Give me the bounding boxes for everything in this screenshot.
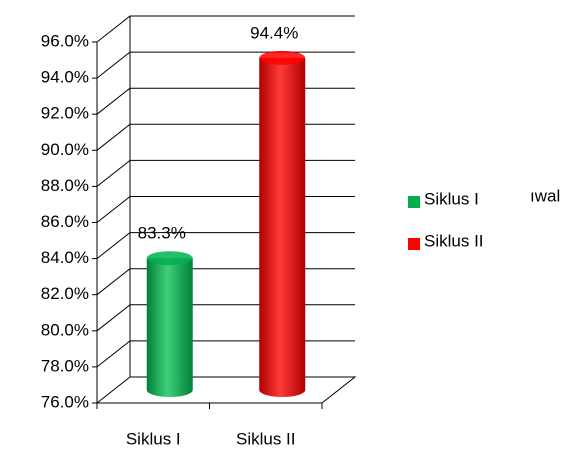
grid-line xyxy=(96,340,355,368)
grid-line xyxy=(96,196,355,223)
y-tick-label: 90.0% xyxy=(41,140,89,159)
y-tick-label: 82.0% xyxy=(41,284,89,303)
legend-label: Siklus II xyxy=(424,231,484,250)
y-tick-label: 96.0% xyxy=(41,31,89,50)
grid-line xyxy=(96,159,355,187)
grid-line xyxy=(96,304,355,332)
x-tick-label: Siklus II xyxy=(236,429,296,448)
bar-part xyxy=(146,258,193,397)
grid-line xyxy=(96,268,355,296)
bar xyxy=(146,251,193,397)
y-tick-label: 76.0% xyxy=(41,392,89,411)
grid-line xyxy=(96,15,355,43)
y-tick-label: 94.0% xyxy=(41,68,89,87)
legend-label: Siklus I xyxy=(424,189,479,208)
data-label: 83.3% xyxy=(138,224,186,243)
legend-swatch xyxy=(408,238,420,250)
grid-line xyxy=(96,376,355,404)
y-tick-label: 80.0% xyxy=(41,320,89,339)
grid-line xyxy=(96,232,355,259)
x-tick-label: Siklus I xyxy=(126,429,181,448)
floor xyxy=(97,376,357,404)
bar-part xyxy=(259,50,306,65)
legend-swatch xyxy=(408,196,420,208)
y-tick-label: 88.0% xyxy=(41,176,89,195)
y-tick-label: 84.0% xyxy=(41,248,89,267)
y-tick-label: 78.0% xyxy=(41,356,89,375)
y-tick-label: 92.0% xyxy=(41,104,89,123)
grid-line xyxy=(96,87,355,115)
bar xyxy=(259,50,306,397)
y-tick-label: 86.0% xyxy=(41,212,89,231)
bar-part xyxy=(146,251,193,266)
grid-line xyxy=(96,123,355,151)
grid-line xyxy=(96,51,355,79)
data-label: 94.4% xyxy=(250,23,298,42)
annotation: ıwal xyxy=(530,186,560,205)
bar-part xyxy=(259,57,306,397)
